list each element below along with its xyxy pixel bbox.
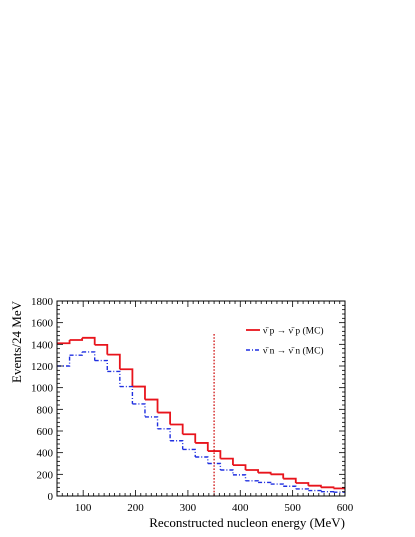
hist-bin-s1-10: [182, 448, 196, 457]
hist-bin-s0-2: [82, 336, 96, 345]
hist-bin-s1-19: [295, 488, 310, 491]
hist-bin-s1-17: [270, 483, 284, 487]
y-tick-label: 0: [48, 491, 54, 503]
x-axis-title: Reconstructed nucleon energy (MeV): [149, 515, 345, 530]
hist-bin-s1-12: [207, 462, 222, 470]
hist-bin-s0-0: [57, 340, 71, 345]
hist-bin-s0-12: [207, 450, 222, 459]
hist-bin-s0-20: [308, 484, 322, 488]
hist-bin-s0-15: [245, 469, 259, 473]
hist-bin-s1-5: [119, 385, 134, 404]
hist-bin-s0-9: [170, 423, 184, 435]
y-tick-label: 600: [37, 426, 54, 438]
y-axis-title: Events/24 MeV: [9, 300, 24, 383]
hist-bin-s1-13: [220, 469, 234, 475]
hist-bin-s0-18: [283, 477, 297, 483]
y-tick-label: 1600: [31, 318, 54, 330]
hist-bin-s1-18: [283, 485, 297, 489]
x-tick-label: 400: [232, 502, 249, 514]
y-tick-label: 400: [37, 448, 54, 460]
hist-bin-s0-19: [295, 482, 310, 486]
hist-bin-s1-20: [308, 489, 322, 492]
x-tick-label: 500: [284, 502, 301, 514]
hist-bin-s0-5: [119, 368, 134, 387]
hist-bin-s0-7: [144, 398, 159, 413]
hist-bin-s1-0: [57, 355, 71, 367]
hist-bin-s1-7: [144, 416, 159, 429]
hist-bin-s0-17: [270, 473, 285, 479]
x-tick-label: 200: [127, 502, 144, 514]
hist-bin-s0-1: [69, 337, 84, 341]
hist-bin-s0-13: [220, 457, 234, 466]
hist-bin-s1-2: [82, 351, 96, 361]
hist-bin-s0-8: [157, 411, 172, 425]
x-tick-label: 100: [75, 502, 92, 514]
x-tick-label: 600: [337, 502, 354, 514]
y-tick-label: 200: [37, 469, 54, 481]
y-tick-label: 1200: [31, 361, 54, 373]
hist-bin-s1-6: [132, 403, 146, 417]
hist-bin-s0-16: [258, 471, 272, 475]
hist-bin-s1-15: [245, 480, 259, 483]
hist-bin-s1-9: [170, 440, 184, 450]
y-tick-label: 1800: [31, 296, 54, 308]
hist-bin-s1-3: [94, 359, 108, 372]
hist-bin-s1-14: [232, 474, 247, 481]
hist-bin-s1-11: [195, 456, 209, 464]
hist-bin-s1-16: [258, 481, 272, 485]
hist-bin-s0-11: [195, 442, 209, 452]
y-tick-label: 1000: [31, 383, 54, 395]
y-tick-label: 1400: [31, 339, 54, 351]
hist-bin-s0-4: [107, 353, 121, 370]
plot-area: [57, 334, 345, 496]
legend-label-proton: ν̄ p → ν̄ p (MC): [263, 326, 324, 337]
legend: ν̄ p → ν̄ p (MC) ν̄ n → ν̄ n (MC): [246, 326, 324, 357]
hist-bin-s1-4: [107, 370, 121, 387]
hist-bin-s0-6: [132, 385, 146, 400]
hist-bin-s0-21: [320, 486, 335, 489]
plot-frame: [56, 300, 346, 497]
x-tick-label: 300: [180, 502, 197, 514]
hist-bin-s0-3: [94, 343, 109, 355]
y-tick-label: 800: [37, 404, 54, 416]
legend-label-neutron: ν̄ n → ν̄ n (MC): [263, 346, 324, 357]
axis-ticks: 100 200 300 400 500 600 0 200 400 600 800 1000 1200 1…: [31, 296, 354, 514]
hist-bin-s0-10: [182, 433, 197, 443]
hist-bin-s1-1: [69, 351, 83, 356]
hist-bin-s1-21: [320, 490, 335, 493]
hist-bin-s1-8: [157, 428, 171, 441]
hist-bin-s0-14: [232, 464, 247, 470]
